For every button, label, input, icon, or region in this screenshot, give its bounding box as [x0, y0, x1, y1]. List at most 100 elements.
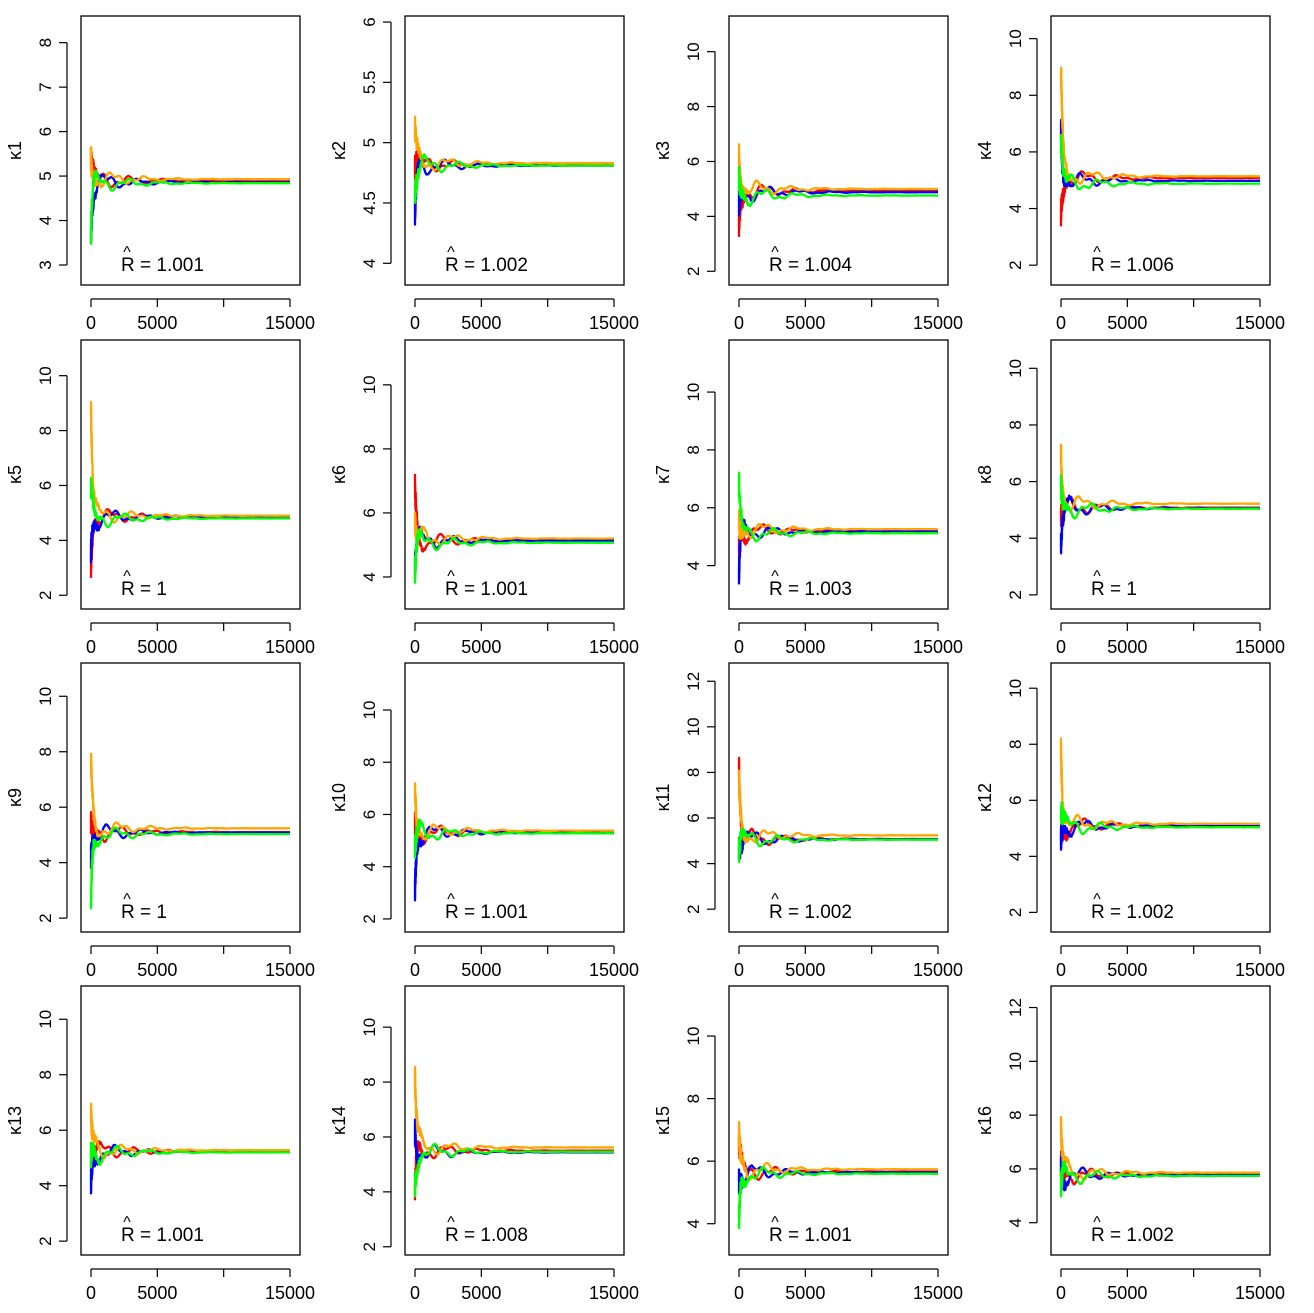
trace-line-4 [413, 818, 614, 859]
x-tick-label: 15000 [265, 1283, 315, 1303]
rhat-label: R = 1.001 [121, 1225, 204, 1246]
x-tick-label: 0 [410, 960, 420, 980]
rhat-hat-mark: ^ [447, 891, 455, 908]
plot-frame [404, 985, 625, 1256]
traces [89, 1102, 291, 1195]
y-tick-label: 10 [1006, 29, 1025, 48]
plot-frame [80, 339, 301, 610]
y-tick-label: 10 [684, 42, 703, 61]
x-tick-label: 15000 [1235, 637, 1285, 657]
y-tick-label: 2 [36, 1236, 55, 1245]
y-tick-label: 3 [36, 260, 55, 269]
trace-line-3 [413, 1065, 614, 1156]
x-tick-label: 0 [1056, 960, 1066, 980]
rhat-label: R = 1.001 [121, 255, 204, 276]
y-tick-label: 5 [360, 138, 379, 147]
x-tick-label: 0 [410, 1283, 420, 1303]
trace-line-4 [737, 471, 938, 543]
panel-7: 4 6 8 10 κ7 0 5000 15000 R = 1.003^ [653, 339, 963, 657]
panel-6: 4 6 8 10 κ6 0 5000 15000 R = 1.001^ [329, 339, 639, 657]
plot-frame [1050, 339, 1271, 610]
y-tick-label: 4 [1006, 533, 1025, 542]
rhat-hat-mark: ^ [123, 244, 131, 261]
y-tick-label: 4 [1006, 1218, 1025, 1227]
y-axis-label: κ16 [975, 1106, 995, 1135]
x-tick-label: 15000 [913, 313, 963, 333]
rhat-hat-mark: ^ [1093, 891, 1101, 908]
y-tick-label: 10 [684, 717, 703, 736]
y-tick-label: 10 [1006, 1052, 1025, 1071]
rhat-hat-mark: ^ [447, 244, 455, 261]
y-tick-label: 8 [1006, 1110, 1025, 1119]
trace-line-4 [89, 826, 290, 910]
rhat-hat-mark: ^ [1093, 244, 1101, 261]
trace-line-4 [1059, 133, 1260, 191]
panel-8: 2 4 6 8 10 κ8 0 5000 15000 R = 1^ [975, 339, 1285, 657]
y-tick-label: 10 [360, 701, 379, 720]
y-axis-label: κ6 [329, 465, 349, 484]
panel-16: 4 6 8 10 12 κ16 0 5000 15000 R = 1.002^ [975, 985, 1285, 1303]
x-tick-label: 5000 [461, 960, 501, 980]
x-tick-label: 15000 [1235, 960, 1285, 980]
x-tick-label: 5000 [785, 1283, 825, 1303]
y-tick-label: 8 [36, 38, 55, 47]
x-tick-label: 0 [734, 1283, 744, 1303]
x-tick-label: 5000 [1107, 1283, 1147, 1303]
y-tick-label: 6 [360, 1132, 379, 1141]
y-tick-label: 6 [36, 481, 55, 490]
x-tick-label: 0 [1056, 313, 1066, 333]
trace-line-2 [89, 173, 290, 245]
y-tick-label: 8 [684, 1094, 703, 1103]
y-tick-label: 8 [1006, 740, 1025, 749]
y-tick-label: 4 [36, 858, 55, 867]
x-tick-label: 0 [410, 313, 420, 333]
x-tick-label: 5000 [137, 637, 177, 657]
x-tick-label: 0 [86, 313, 96, 333]
y-tick-label: 2 [684, 267, 703, 276]
x-tick-label: 15000 [913, 637, 963, 657]
x-tick-label: 5000 [137, 313, 177, 333]
y-tick-label: 4 [360, 259, 379, 268]
traces [737, 756, 939, 864]
plot-frame [1050, 985, 1271, 1256]
trace-line-3 [1059, 1116, 1260, 1181]
panel-4: 2 4 6 8 10 κ4 0 5000 15000 R = 1.006^ [975, 15, 1285, 333]
x-tick-label: 15000 [265, 960, 315, 980]
trace-line-3 [1059, 737, 1261, 830]
traces [1059, 737, 1261, 851]
trace-line-3 [89, 145, 290, 189]
y-tick-label: 5.5 [360, 71, 379, 95]
x-tick-label: 15000 [265, 637, 315, 657]
y-tick-label: 2 [360, 914, 379, 923]
plot-frame [1050, 15, 1271, 286]
x-tick-label: 15000 [913, 1283, 963, 1303]
y-tick-label: 4 [684, 561, 703, 570]
panel-1: 3 4 5 6 7 8 κ1 0 5000 15000 R = 1.001^ [5, 15, 315, 333]
y-tick-label: 8 [360, 444, 379, 453]
traces [413, 115, 615, 226]
y-tick-label: 8 [360, 1077, 379, 1086]
rhat-label: R = 1.002 [769, 902, 852, 923]
rhat-label: R = 1 [121, 579, 167, 600]
x-tick-label: 15000 [265, 313, 315, 333]
traces [89, 401, 290, 578]
y-tick-label: 4.5 [360, 191, 379, 215]
y-tick-label: 4 [36, 216, 55, 225]
trace-line-4 [89, 169, 290, 246]
rhat-label: R = 1.006 [1091, 255, 1174, 276]
y-tick-label: 2 [360, 1242, 379, 1251]
plot-frame [1050, 662, 1271, 933]
traces [737, 471, 938, 585]
rhat-label: R = 1.002 [1091, 1225, 1174, 1246]
trace-line-3 [89, 401, 290, 524]
x-tick-label: 0 [734, 637, 744, 657]
x-tick-label: 5000 [461, 313, 501, 333]
y-tick-label: 2 [684, 904, 703, 913]
y-tick-label: 4 [36, 536, 55, 545]
y-tick-label: 2 [36, 591, 55, 600]
y-tick-label: 12 [684, 672, 703, 691]
rhat-hat-mark: ^ [123, 1214, 131, 1231]
plot-frame [728, 15, 949, 286]
rhat-label: R = 1 [121, 902, 167, 923]
y-tick-label: 6 [684, 503, 703, 512]
